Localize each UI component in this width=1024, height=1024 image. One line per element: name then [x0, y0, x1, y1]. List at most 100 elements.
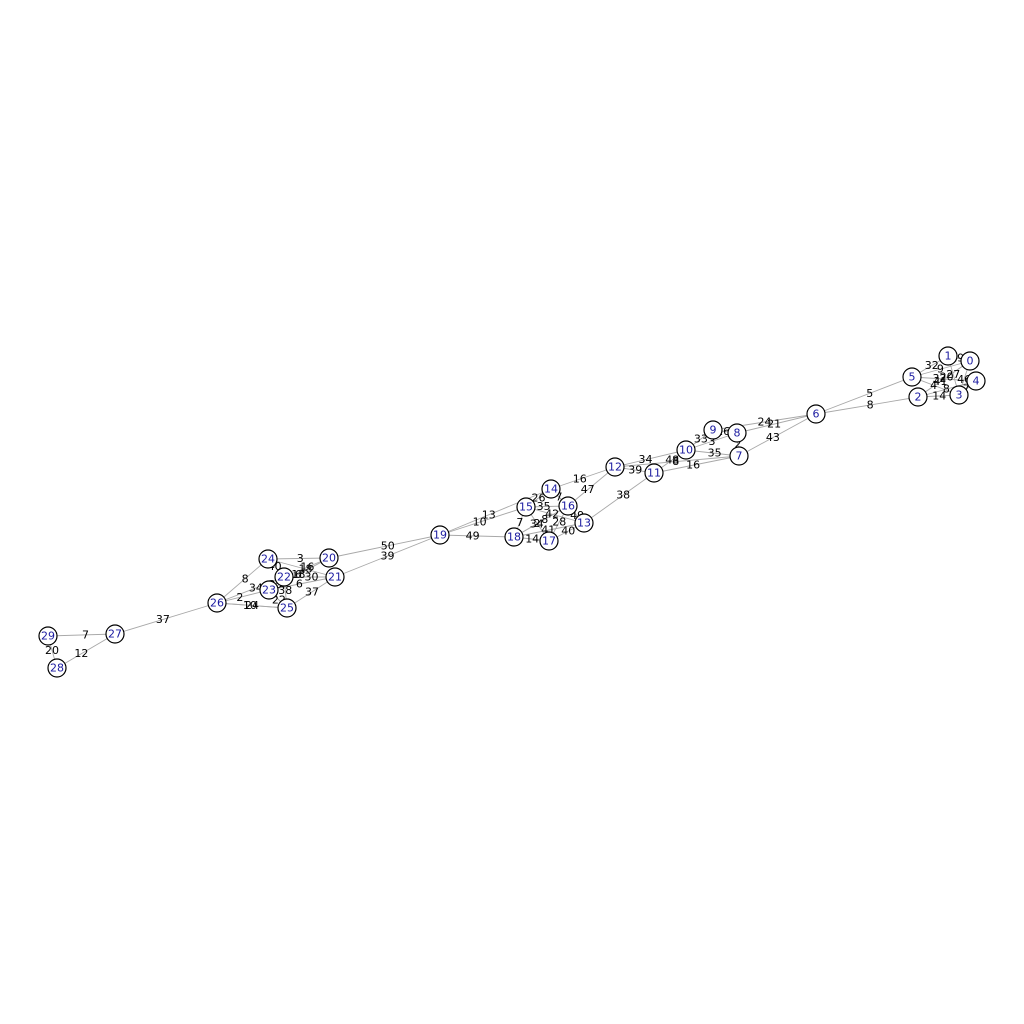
edge-2-4: [917, 380, 977, 398]
node-2: 2: [908, 387, 928, 407]
edge-11-7: [653, 455, 740, 474]
edge-weight-label: 8: [242, 572, 249, 585]
node-circle: [277, 598, 297, 618]
edge-weight-label: 10: [473, 516, 487, 529]
edge-weight-label: 47: [581, 483, 595, 496]
node-label: 21: [328, 571, 342, 584]
node-circle: [259, 580, 279, 600]
node-24: 24: [258, 549, 278, 569]
edge-29-27: [47, 633, 116, 637]
edge-weight-label: 21: [767, 418, 781, 431]
node-circle: [908, 387, 928, 407]
edge-weight-label: 2: [735, 438, 742, 451]
node-16: 16: [558, 496, 578, 516]
node-label: 25: [280, 602, 294, 615]
edge-weight-label: 16: [573, 473, 587, 486]
edge-24-26: [216, 558, 269, 604]
node-17: 17: [539, 531, 559, 551]
edge-weight-label: 3: [709, 435, 716, 448]
edge-weight-label: 39: [628, 464, 642, 477]
edge-6-8: [736, 413, 817, 434]
node-circle: [539, 531, 559, 551]
edge-weight-label: 32: [925, 359, 939, 372]
edge-weight-label: 38: [616, 489, 630, 502]
node-label: 10: [679, 444, 693, 457]
edge-16-18: [513, 505, 569, 538]
edge-weight-label: 2: [236, 591, 243, 604]
node-25: 25: [277, 598, 297, 618]
edge-weight-label: 7: [556, 491, 563, 504]
edge-weight-label: 50: [381, 539, 395, 552]
node-6: 6: [806, 404, 826, 424]
edge-weight-label: 20: [940, 371, 954, 384]
node-0: 0: [960, 351, 980, 371]
node-label: 17: [542, 535, 556, 548]
edge-weight-label: 8: [672, 455, 679, 468]
edge-18-13: [513, 522, 585, 538]
edge-14-19: [439, 488, 552, 536]
edge-weight-label: 37: [305, 585, 319, 598]
edge-2-6: [815, 396, 919, 415]
node-circle: [676, 440, 696, 460]
edge-weight-label: 32: [933, 372, 947, 385]
edge-2-0: [917, 360, 971, 398]
edge-weight-label: 39: [381, 550, 395, 563]
node-circle: [902, 367, 922, 387]
edge-weight-label: 6: [295, 568, 302, 581]
node-circle: [938, 346, 958, 366]
edge-weight-label: 5: [866, 387, 873, 400]
edge-weight-label: 40: [561, 525, 575, 538]
node-10: 10: [676, 440, 696, 460]
node-14: 14: [541, 479, 561, 499]
node-13: 13: [574, 513, 594, 533]
edge-weight-label: 2: [534, 517, 541, 530]
edge-12-14: [550, 466, 616, 490]
edge-5-6: [815, 376, 913, 415]
edge-28-27: [56, 633, 116, 669]
edge-weight-label: 49: [466, 529, 480, 542]
edge-weight-label: 37: [156, 613, 170, 626]
edge-19-21: [334, 534, 441, 578]
edge-weight-label: 34: [249, 581, 263, 594]
edge-6-7: [738, 413, 817, 457]
edge-weight-label: 27: [946, 368, 960, 381]
node-circle: [541, 479, 561, 499]
node-3: 3: [949, 385, 969, 405]
edge-11-13: [583, 472, 655, 524]
node-label: 23: [262, 584, 276, 597]
node-28: 28: [47, 658, 67, 678]
edge-weight-label: 24: [758, 416, 772, 429]
edge-weight-label: 8: [867, 399, 874, 412]
edge-0-5: [911, 360, 971, 378]
edges-layer: [47, 355, 977, 669]
node-9: 9: [703, 420, 723, 440]
edge-weight-label: 48: [665, 453, 679, 466]
node-label: 13: [577, 517, 591, 530]
node-7: 7: [729, 446, 749, 466]
node-circle: [966, 371, 986, 391]
edge-weight-label: 18: [291, 568, 305, 581]
node-circle: [558, 496, 578, 516]
node-label: 3: [956, 389, 963, 402]
node-label: 19: [433, 529, 447, 542]
node-label: 9: [710, 424, 717, 437]
edge-12-16: [567, 466, 616, 507]
edge-weight-label: 41: [933, 375, 947, 388]
edge-weight-label: 20: [45, 644, 59, 657]
node-circle: [325, 567, 345, 587]
node-circle: [703, 420, 723, 440]
node-26: 26: [207, 593, 227, 613]
node-circle: [574, 513, 594, 533]
node-label: 15: [519, 501, 533, 514]
node-circle: [319, 548, 339, 568]
node-27: 27: [105, 624, 125, 644]
node-label: 8: [734, 427, 741, 440]
edge-19-18: [439, 534, 515, 538]
node-label: 2: [915, 391, 922, 404]
node-label: 11: [647, 467, 661, 480]
edge-24-21: [267, 558, 336, 578]
edge-weight-label: 4: [930, 379, 937, 392]
edge-weight-label: 7: [82, 628, 89, 641]
node-label: 18: [507, 531, 521, 544]
